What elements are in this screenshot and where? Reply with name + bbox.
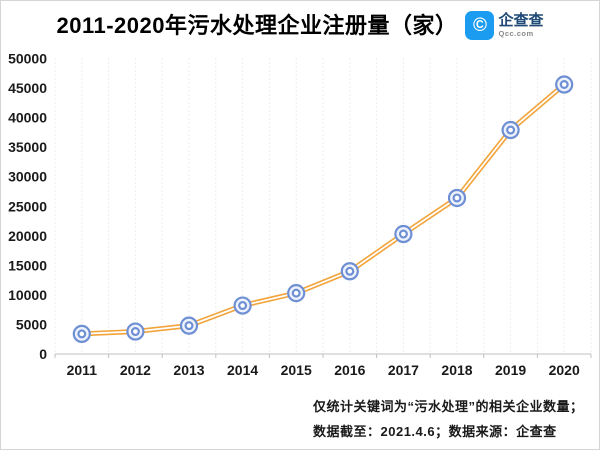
data-point-marker-inner [506, 125, 516, 135]
qcc-logo-name: 企查查 [498, 12, 544, 30]
x-tick-label: 2014 [227, 362, 258, 378]
footnote-line-1: 仅统计关键词为“污水处理”的相关企业数量； [313, 399, 584, 414]
y-tick-label: 40000 [8, 110, 47, 126]
series-line-core [81, 83, 565, 335]
y-tick-label: 35000 [8, 139, 47, 155]
data-point-marker-inner [77, 329, 87, 339]
y-tick-label: 10000 [8, 287, 47, 303]
y-tick-label: 30000 [8, 169, 47, 185]
x-tick-label: 2012 [120, 362, 151, 378]
y-tick-label: 20000 [8, 228, 47, 244]
x-tick-label: 2017 [388, 362, 419, 378]
data-point-marker-inner [398, 229, 408, 239]
footnote-line-2: 数据截至：2021.4.6；数据来源：企查查 [313, 424, 557, 439]
qcc-logo: © 企查查 Qcc.com [465, 11, 544, 40]
data-point-marker-inner [345, 266, 355, 276]
qcc-logo-texts: 企查查 Qcc.com [498, 13, 543, 38]
x-tick-label: 2013 [173, 362, 204, 378]
chart-footnote: 仅统计关键词为“污水处理”的相关企业数量； 数据截至：2021.4.6；数据来源… [313, 394, 584, 444]
y-tick-label: 0 [39, 346, 47, 362]
data-point-marker-inner [238, 301, 248, 311]
chart-title: 2011-2020年污水处理企业注册量（家） [56, 13, 458, 38]
series-line [81, 82, 566, 337]
x-tick-label: 2019 [495, 362, 526, 378]
chart-header: 2011-2020年污水处理企业注册量（家） © 企查查 Qcc.com [1, 10, 599, 42]
y-tick-label: 15000 [8, 257, 47, 273]
y-tick-label: 5000 [16, 316, 47, 332]
x-tick-label: 2018 [441, 362, 472, 378]
x-tick-label: 2015 [281, 362, 312, 378]
data-point-marker-inner [130, 327, 140, 337]
y-tick-label: 50000 [8, 51, 47, 67]
y-tick-label: 25000 [8, 198, 47, 214]
x-tick-label: 2020 [549, 362, 580, 378]
data-point-marker-inner [559, 80, 569, 90]
data-point-marker-inner [452, 193, 462, 203]
data-point-marker-inner [184, 321, 194, 331]
qcc-logo-domain: Qcc.com [498, 28, 534, 38]
data-point-marker-inner [291, 288, 301, 298]
x-tick-label: 2016 [334, 362, 365, 378]
qcc-logo-icon: © [465, 11, 495, 40]
x-tick-label: 2011 [67, 362, 98, 378]
y-tick-label: 45000 [8, 80, 47, 96]
